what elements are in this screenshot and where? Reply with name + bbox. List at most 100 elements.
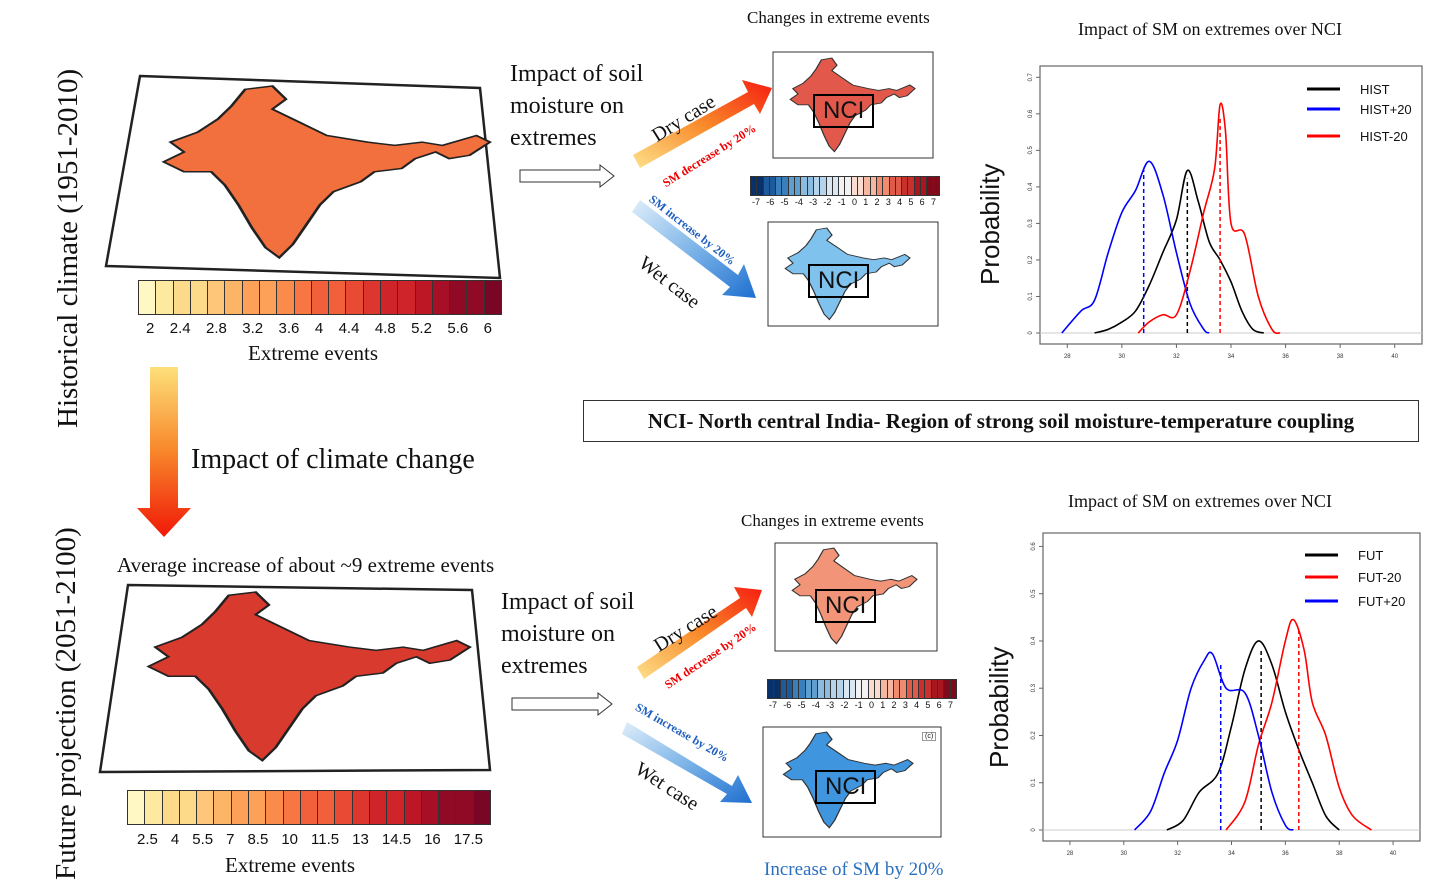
colorbar-cell [774,680,781,698]
tick: 6 [919,197,925,207]
tick: 4 [170,831,180,848]
fut-chart-ylabel: Probability [984,646,1014,768]
line: extremes [501,653,588,679]
hist-to-impact-arrow [519,163,615,189]
tick: 16 [424,831,441,848]
series-line-hist-20 [1061,160,1210,334]
series-line-hist [1094,169,1264,334]
colorbar-cell [801,177,808,195]
hist-chart-ylabel: Probability [975,163,1005,285]
fut-to-impact-arrow [511,691,613,717]
colorbar-cell [473,791,490,824]
colorbar-cell [893,680,901,698]
colorbar-cell [128,791,146,824]
line: Impact of soil [501,589,635,615]
x-tick-label: 32 [1173,354,1180,360]
colorbar-cell [782,177,789,195]
colorbar-cell [793,680,800,698]
x-tick-label: 32 [1174,851,1181,857]
legend-label: FUT+20 [1358,594,1405,609]
colorbar-cell [887,680,894,698]
colorbar-cell [832,177,840,195]
tick: 6 [936,700,942,710]
tick: 4 [314,320,324,337]
colorbar-cell [248,791,267,824]
avg-increase-label: Average increase of about ~9 extreme eve… [117,553,495,577]
colorbar-cell [849,680,857,698]
climate-change-label: Impact of climate change [191,444,475,475]
fut-wet-change-map [762,726,942,838]
colorbar-cell [173,281,191,314]
colorbar-cell [799,680,806,698]
colorbar-cell [432,281,451,314]
colorbar-cell [938,680,945,698]
fut-change-colorbar [767,679,957,699]
x-tick-label: 38 [1336,851,1343,857]
colorbar-cell [456,791,474,824]
tick: 4 [897,197,903,207]
colorbar-cell [214,791,232,824]
colorbar-cell [851,177,859,195]
colorbar-cell [786,680,794,698]
tick: 5 [925,700,931,710]
line: moisture on [510,93,624,119]
y-tick-label: 0.2 [1028,255,1034,264]
colorbar-cell [757,177,764,195]
tick: 5.6 [447,320,469,337]
tick: -3 [809,197,818,207]
hist-wet-change-map [767,221,939,327]
colorbar-cell [190,281,209,314]
colorbar-cell [231,791,249,824]
y-tick-label: 0 [1028,331,1034,335]
historical-colorbar-ticks: 2 2.4 2.8 3.2 3.6 4 4.4 4.8 5.2 5.6 6 [146,320,492,337]
historical-impact-text: Impact of soil moisture on extremes [510,58,643,154]
fut-dry-change-map [774,542,938,652]
colorbar-cell [927,177,934,195]
series-line-fut [1166,640,1340,831]
tick: -1 [837,197,846,207]
fut-wet-case-arrow [622,722,752,803]
x-tick-label: 28 [1064,354,1071,360]
colorbar-cell [283,791,301,824]
y-tick-label: 0 [1031,828,1037,832]
legend-label: HIST+20 [1360,102,1412,117]
colorbar-cell [776,177,783,195]
historical-changes-title: Changes in extreme events [747,8,930,27]
tick: 6 [483,320,492,337]
colorbar-cell [300,791,319,824]
sm-increase-footer: Increase of SM by 20% [764,859,944,880]
colorbar-cell [769,177,777,195]
colorbar-cell [830,680,838,698]
x-tick-label: 34 [1228,851,1235,857]
fut-chart-title: Impact of SM on extremes over NCI [1068,491,1332,511]
colorbar-cell [906,680,913,698]
tick: 0 [868,700,874,710]
nci-region-box: NCI [813,94,875,128]
colorbar-cell [352,791,370,824]
y-tick-label: 0.4 [1028,182,1034,191]
plot-frame [1042,532,1421,842]
x-tick-label: 34 [1228,354,1235,360]
tick: -4 [794,197,803,207]
colorbar-cell [824,680,831,698]
tick: 1 [880,700,886,710]
colorbar-cell [788,177,796,195]
colorbar-cell [864,177,871,195]
tick: 4.4 [338,320,360,337]
tick: 3.6 [278,320,300,337]
colorbar-cell [242,281,260,314]
tick: 2 [891,700,897,710]
tick: -2 [840,700,849,710]
colorbar-cell [812,680,819,698]
colorbar-cell [387,791,405,824]
tick: -6 [783,700,792,710]
y-tick-label: 0.3 [1028,219,1034,228]
tick: 2 [146,320,155,337]
colorbar-cell [805,680,813,698]
hist-probability-chart: 28 30 32 34 36 38 40 0 0.1 0.2 0.3 0.4 0.5 0.6 0.7 HIST… [1028,65,1423,360]
y-tick-label: 0.7 [1028,72,1034,81]
series-line-fut-20 [1133,651,1294,831]
hist-chart-title: Impact of SM on extremes over NCI [1078,19,1342,39]
y-tick-label: 0.2 [1031,731,1037,740]
